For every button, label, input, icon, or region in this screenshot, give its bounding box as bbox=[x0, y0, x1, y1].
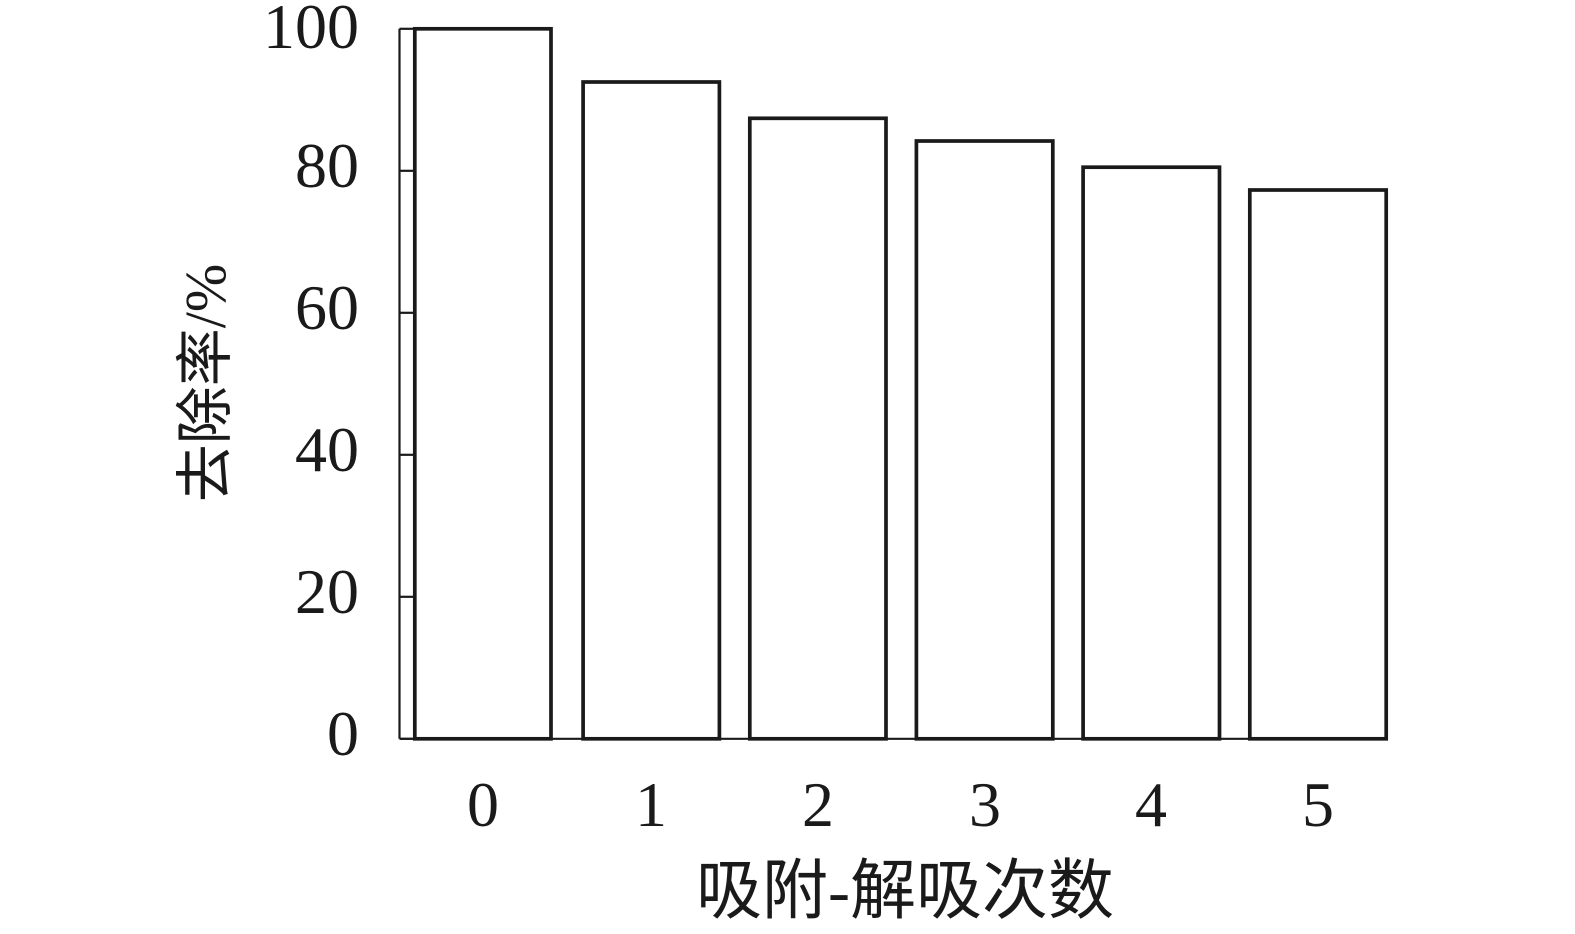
svg-text:100: 100 bbox=[263, 0, 359, 62]
svg-text:5: 5 bbox=[1302, 769, 1334, 840]
svg-text:0: 0 bbox=[327, 698, 359, 769]
svg-text:20: 20 bbox=[295, 556, 359, 627]
svg-text:2: 2 bbox=[802, 769, 834, 840]
svg-text:3: 3 bbox=[969, 769, 1001, 840]
svg-text:4: 4 bbox=[1135, 769, 1167, 840]
svg-text:1: 1 bbox=[635, 769, 667, 840]
svg-text:0: 0 bbox=[467, 769, 499, 840]
svg-text:80: 80 bbox=[295, 130, 359, 201]
svg-text:去除率/%: 去除率/% bbox=[173, 264, 238, 502]
svg-text:40: 40 bbox=[295, 414, 359, 485]
svg-text:60: 60 bbox=[295, 272, 359, 343]
svg-text:吸附-解吸次数: 吸附-解吸次数 bbox=[696, 855, 1114, 928]
